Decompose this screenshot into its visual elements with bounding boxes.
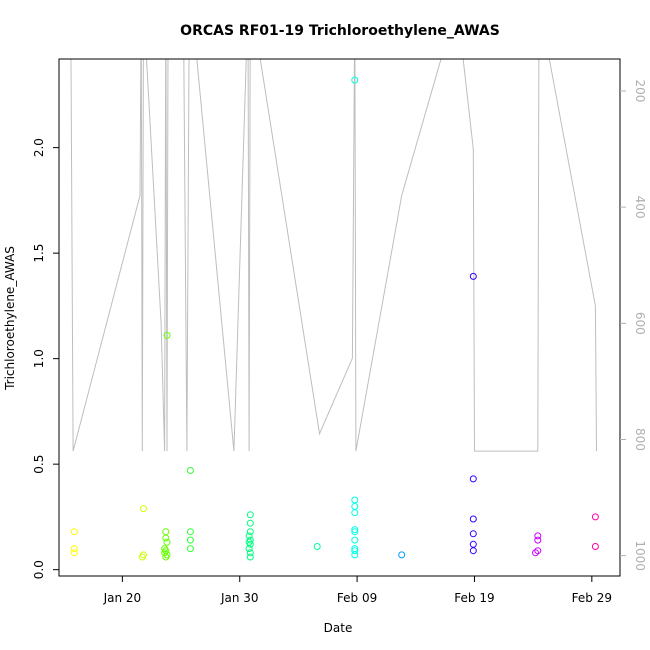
data-point-8 [162, 534, 170, 542]
data-point-43 [469, 515, 477, 523]
y2-tick-label-3: 800 [633, 428, 647, 451]
data-point-21 [246, 528, 254, 536]
data-point-36 [351, 536, 359, 544]
x-axis: Jan 20 Jan 30 Feb 09 Feb 19 Feb 29 [103, 576, 612, 605]
data-point-25 [246, 540, 254, 548]
y-axis-label: Trichloroethylene_AWAS [3, 246, 17, 391]
data-point-22 [245, 532, 253, 540]
y2-tick-label-1: 400 [633, 196, 647, 219]
data-point-3 [140, 505, 147, 512]
x-tick-label-2: Feb 09 [337, 591, 377, 605]
pressure-line [70, 59, 597, 452]
data-point-31 [351, 496, 359, 504]
data-point-40 [398, 551, 406, 559]
data-point-47 [534, 532, 542, 540]
data-point-15 [186, 467, 194, 474]
x-tick-label-1: Jan 30 [220, 591, 259, 605]
data-point-42 [469, 475, 477, 483]
x-tick-label-3: Feb 19 [454, 591, 494, 605]
data-point-2 [70, 549, 78, 557]
data-point-29 [313, 543, 321, 550]
y-tick-label-3: 1.5 [32, 244, 46, 263]
data-point-30 [351, 76, 359, 84]
y-tick-label-2: 1.0 [32, 349, 46, 368]
x-tick-label-0: Jan 20 [103, 591, 142, 605]
y2-tick-label-2: 600 [633, 312, 647, 335]
data-point-5 [138, 553, 146, 561]
data-point-39 [351, 551, 359, 559]
chart-title: ORCAS RF01-19 Trichloroethylene_AWAS [180, 23, 500, 39]
data-point-6 [163, 331, 171, 339]
data-point-35 [351, 528, 359, 536]
data-point-38 [351, 547, 359, 555]
pressure-line-layer [70, 59, 597, 452]
plot-frame [58, 58, 621, 577]
data-point-26 [245, 545, 253, 553]
data-point-52 [591, 543, 599, 550]
data-point-1 [70, 545, 78, 553]
data-point-45 [469, 540, 477, 548]
data-point-16 [186, 528, 194, 536]
data-point-49 [534, 547, 542, 555]
data-point-51 [591, 513, 599, 521]
data-point-14 [162, 553, 170, 561]
data-point-19 [246, 511, 254, 519]
data-point-7 [162, 528, 170, 536]
data-point-48 [534, 536, 542, 544]
data-point-9 [163, 538, 171, 546]
data-point-20 [246, 519, 254, 527]
data-point-50 [532, 549, 539, 557]
x-axis-label: Date [324, 621, 353, 635]
data-point-28 [246, 553, 254, 561]
secondary-y-axis: 200 400 600 800 1000 [620, 79, 647, 571]
y2-tick-label-4: 1000 [633, 540, 647, 571]
data-point-46 [469, 547, 477, 555]
data-point-41 [469, 272, 477, 280]
x-tick-label-4: Feb 29 [572, 591, 612, 605]
y-tick-label-1: 0.5 [32, 455, 46, 474]
y-tick-label-4: 2.0 [32, 138, 46, 157]
data-point-0 [70, 528, 78, 536]
data-point-44 [469, 530, 477, 538]
y-tick-label-0: 0.0 [32, 560, 46, 579]
data-point-27 [246, 549, 254, 557]
data-point-17 [186, 536, 194, 544]
y2-tick-label-0: 200 [633, 79, 647, 102]
data-point-33 [351, 509, 359, 517]
data-point-34 [351, 526, 359, 534]
data-point-32 [351, 502, 359, 510]
y-axis: 0.0 0.5 1.0 1.5 2.0 [32, 138, 59, 579]
data-points-layer [70, 76, 599, 561]
data-point-18 [186, 545, 194, 553]
